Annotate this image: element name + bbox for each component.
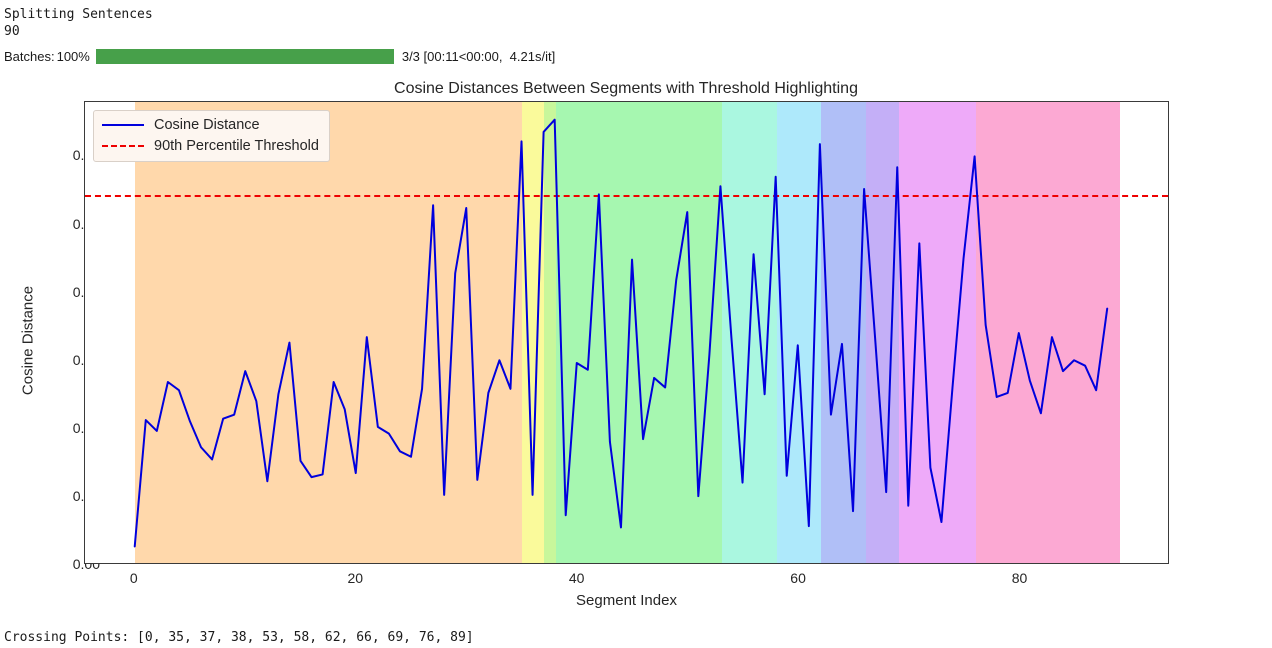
chart-title: Cosine Distances Between Segments with T…: [394, 80, 858, 97]
highlight-bands: [85, 102, 1168, 563]
highlight-band: [976, 102, 1121, 563]
highlight-band: [522, 102, 545, 563]
matplotlib-figure: Cosine Distances Between Segments with T…: [0, 74, 1272, 620]
line-dashed-icon: [102, 139, 144, 153]
legend-item-threshold: 90th Percentile Threshold: [102, 138, 319, 154]
progress-description: Batches:: [4, 48, 55, 64]
highlight-band: [544, 102, 556, 563]
progress-bar-row: Batches: 100% 3/3 [00:11<00:00, 4.21s/it…: [4, 46, 555, 66]
x-tick-label: 60: [790, 570, 806, 586]
progress-stats-label: 3/3 [00:11<00:00, 4.21s/it]: [401, 48, 556, 64]
highlight-band: [555, 102, 722, 563]
y-axis-label: Cosine Distance: [19, 285, 37, 396]
progress-percent-label: 100%: [56, 48, 90, 64]
highlight-band: [134, 102, 523, 563]
highlight-band: [898, 102, 977, 563]
highlight-band: [821, 102, 866, 563]
cosine-distance-series: [133, 118, 1109, 548]
x-tick-label: 40: [568, 570, 585, 586]
x-tick-label: 80: [1011, 570, 1028, 586]
x-tick-label: 20: [347, 570, 364, 586]
x-tick-label: 0: [129, 570, 138, 586]
legend-item-series: Cosine Distance: [102, 117, 319, 133]
plot-area: Cosine Distance 90th Percentile Threshol…: [84, 101, 1169, 564]
legend-threshold-label: 90th Percentile Threshold: [154, 138, 319, 154]
progress-fill: [95, 48, 394, 64]
threshold-line: [85, 194, 1168, 197]
chart-legend: Cosine Distance 90th Percentile Threshol…: [93, 110, 330, 162]
line-solid-icon: [102, 118, 144, 132]
splitting-sentences-label: Splitting Sentences: [4, 7, 153, 22]
sentence-count-label: 90: [4, 24, 20, 39]
x-axis-label: Segment Index: [576, 592, 677, 609]
progress-track: [95, 48, 394, 64]
crossing-points-output: Crossing Points: [0, 35, 37, 38, 53, 58,…: [4, 630, 474, 645]
highlight-band: [865, 102, 899, 563]
legend-series-label: Cosine Distance: [154, 117, 260, 133]
